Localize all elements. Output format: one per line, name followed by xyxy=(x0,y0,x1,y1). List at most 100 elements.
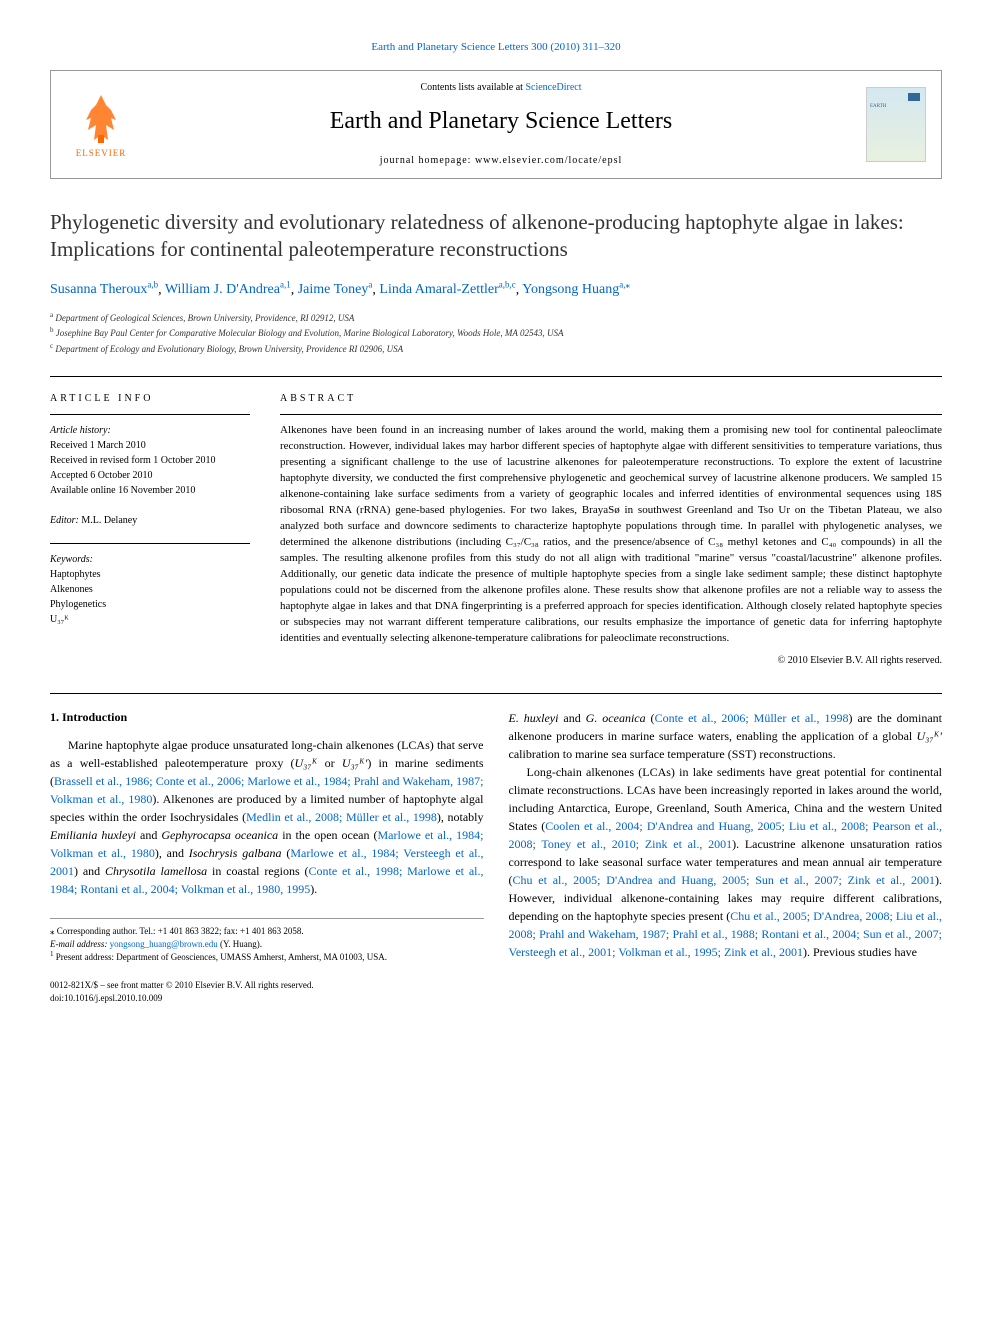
abstract-copyright: © 2010 Elsevier B.V. All rights reserved… xyxy=(280,654,942,668)
aff-key: b xyxy=(50,326,54,334)
aff-key: c xyxy=(50,342,53,350)
history-item: Received in revised form 1 October 2010 xyxy=(50,453,250,468)
keyword: Haptophytes xyxy=(50,567,250,582)
keyword: U₃₇ᴷ xyxy=(50,612,250,627)
editor-block: Editor: M.L. Delaney xyxy=(50,513,250,528)
history-label: Article history: xyxy=(50,423,250,438)
keywords-block: Keywords: Haptophytes Alkenones Phylogen… xyxy=(50,552,250,627)
text: or xyxy=(317,756,341,770)
note-marker: 1 xyxy=(50,950,54,958)
author: Linda Amaral-Zettlera,b,c xyxy=(379,282,515,297)
citation-link[interactable]: Conte et al., 2006; Müller et al., 1998 xyxy=(655,711,849,725)
keyword: Alkenones xyxy=(50,582,250,597)
citation-link[interactable]: Medlin et al., 2008; Müller et al., 1998 xyxy=(246,810,437,824)
homepage-prefix: journal homepage: xyxy=(380,155,475,166)
abstract-head: ABSTRACT xyxy=(280,392,942,406)
homepage-url: www.elsevier.com/locate/epsl xyxy=(475,155,622,166)
history-item: Available online 16 November 2010 xyxy=(50,483,250,498)
journal-name: Earth and Planetary Science Letters xyxy=(136,105,866,139)
body-paragraph: E. huxleyi and G. oceanica (Conte et al.… xyxy=(509,709,943,961)
issn-line: 0012-821X/$ – see front matter © 2010 El… xyxy=(50,979,942,992)
species-name: G. oceanica xyxy=(586,711,646,725)
divider xyxy=(280,414,942,415)
article-info-head: ARTICLE INFO xyxy=(50,392,250,406)
species-name: Isochrysis galbana xyxy=(189,846,282,860)
cover-text: EARTH xyxy=(870,103,886,110)
email-link[interactable]: yongsong_huang@brown.edu xyxy=(110,939,218,949)
text: ), and xyxy=(155,846,189,860)
body-column-left: 1. Introduction Marine haptophyte algae … xyxy=(50,709,484,964)
editor-label: Editor: xyxy=(50,515,79,526)
affiliation: c Department of Ecology and Evolutionary… xyxy=(50,341,942,357)
divider xyxy=(50,693,942,694)
author-name[interactable]: Yongsong Huang xyxy=(522,282,619,297)
citation-link[interactable]: Chu et al., 2005; D'Andrea and Huang, 20… xyxy=(513,873,936,887)
corr-marker: ⁎ xyxy=(50,926,55,936)
author-aff-sup[interactable]: a,b xyxy=(147,280,158,290)
author-aff-sup[interactable]: a,1 xyxy=(280,280,291,290)
uk37-symbol: U₃₇ᴷ' xyxy=(342,756,368,770)
author-name[interactable]: William J. D'Andrea xyxy=(165,282,280,297)
species-name: Emiliania huxleyi xyxy=(50,828,136,842)
text: ( xyxy=(646,711,655,725)
journal-cover-thumbnail: EARTH xyxy=(866,87,926,162)
author: Yongsong Huanga,⁎ xyxy=(522,282,630,297)
footnotes: ⁎ Corresponding author. Tel.: +1 401 863… xyxy=(50,918,484,964)
text: in the open ocean ( xyxy=(278,828,377,842)
history-item: Accepted 6 October 2010 xyxy=(50,468,250,483)
article-header: Phylogenetic diversity and evolutionary … xyxy=(50,209,942,356)
aff-text: Department of Geological Sciences, Brown… xyxy=(55,313,354,323)
email-label: E-mail address: xyxy=(50,939,107,949)
journal-citation-link[interactable]: Earth and Planetary Science Letters 300 … xyxy=(50,40,942,55)
aff-text: Josephine Bay Paul Center for Comparativ… xyxy=(56,328,564,338)
uk37-symbol: U₃₇ᴷ xyxy=(295,756,318,770)
body-column-right: E. huxleyi and G. oceanica (Conte et al.… xyxy=(509,709,943,964)
doi-line: doi:10.1016/j.epsl.2010.10.009 xyxy=(50,992,942,1005)
uk37-symbol: U₃₇ᴷ' xyxy=(917,729,943,743)
corresponding-marker[interactable]: ⁎ xyxy=(625,280,630,290)
aff-text: Department of Ecology and Evolutionary B… xyxy=(55,344,403,354)
article-history: Article history: Received 1 March 2010 R… xyxy=(50,423,250,498)
text: and xyxy=(136,828,161,842)
footer: 0012-821X/$ – see front matter © 2010 El… xyxy=(50,979,942,1004)
elsevier-logo: ELSEVIER xyxy=(66,85,136,165)
author-aff-sup[interactable]: a xyxy=(368,280,372,290)
sciencedirect-link[interactable]: ScienceDirect xyxy=(525,82,581,93)
author-list: Susanna Therouxa,b, William J. D'Andreaa… xyxy=(50,279,942,300)
author: Jaime Toneya xyxy=(298,282,373,297)
contents-line: Contents lists available at ScienceDirec… xyxy=(136,81,866,95)
elsevier-label: ELSEVIER xyxy=(76,147,127,160)
keywords-label: Keywords: xyxy=(50,552,250,567)
email-suffix: (Y. Huang). xyxy=(220,939,262,949)
text: in coastal regions ( xyxy=(207,864,308,878)
section-heading: 1. Introduction xyxy=(50,709,484,726)
author-name[interactable]: Linda Amaral-Zettler xyxy=(379,282,498,297)
divider xyxy=(50,543,250,544)
homepage-line: journal homepage: www.elsevier.com/locat… xyxy=(136,154,866,168)
email-footnote: E-mail address: yongsong_huang@brown.edu… xyxy=(50,938,484,951)
author-name[interactable]: Susanna Theroux xyxy=(50,282,147,297)
text: and xyxy=(558,711,585,725)
citation-text[interactable]: Earth and Planetary Science Letters 300 … xyxy=(371,41,620,53)
author: William J. D'Andreaa,1 xyxy=(165,282,291,297)
author-name[interactable]: Jaime Toney xyxy=(298,282,369,297)
note-footnote: 1 Present address: Department of Geoscie… xyxy=(50,950,484,964)
article-info-column: ARTICLE INFO Article history: Received 1… xyxy=(50,392,250,668)
history-item: Received 1 March 2010 xyxy=(50,438,250,453)
text: calibration to marine sea surface temper… xyxy=(509,747,836,761)
article-title: Phylogenetic diversity and evolutionary … xyxy=(50,209,942,264)
abstract-column: ABSTRACT Alkenones have been found in an… xyxy=(280,392,942,668)
note-text: Present address: Department of Geoscienc… xyxy=(56,952,387,962)
abstract-text: Alkenones have been found in an increasi… xyxy=(280,423,942,646)
author-aff-sup[interactable]: a,b,c xyxy=(499,280,516,290)
corresponding-footnote: ⁎ Corresponding author. Tel.: +1 401 863… xyxy=(50,925,484,938)
author: Susanna Therouxa,b xyxy=(50,282,158,297)
affiliation: a Department of Geological Sciences, Bro… xyxy=(50,310,942,326)
keyword: Phylogenetics xyxy=(50,597,250,612)
text: ), notably xyxy=(437,810,484,824)
aff-key: a xyxy=(50,311,53,319)
body-paragraph: Marine haptophyte algae produce unsatura… xyxy=(50,736,484,898)
affiliation: b Josephine Bay Paul Center for Comparat… xyxy=(50,325,942,341)
body-columns: 1. Introduction Marine haptophyte algae … xyxy=(50,709,942,964)
text: ) and xyxy=(74,864,105,878)
